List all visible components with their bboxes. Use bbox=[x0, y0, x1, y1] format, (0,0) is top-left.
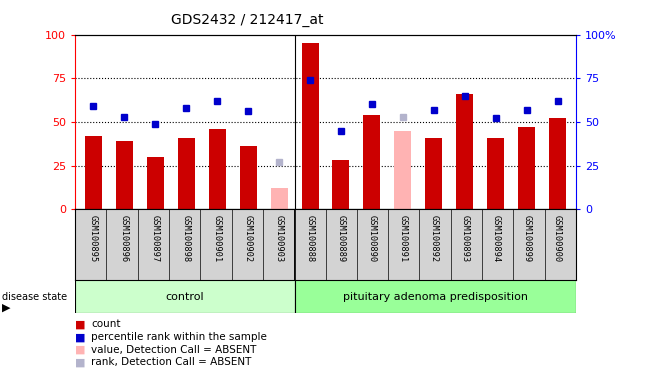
FancyBboxPatch shape bbox=[75, 280, 294, 313]
Bar bbox=[333, 161, 350, 209]
Text: percentile rank within the sample: percentile rank within the sample bbox=[91, 332, 267, 342]
Text: pituitary adenoma predisposition: pituitary adenoma predisposition bbox=[343, 291, 528, 302]
Text: ■: ■ bbox=[75, 358, 85, 367]
Bar bbox=[456, 94, 473, 209]
Bar bbox=[363, 115, 380, 209]
Bar bbox=[518, 127, 535, 209]
Text: GSM100903: GSM100903 bbox=[275, 215, 284, 262]
Text: ■: ■ bbox=[75, 345, 85, 355]
Bar bbox=[271, 188, 288, 209]
Text: ▶: ▶ bbox=[2, 302, 10, 313]
Text: ■: ■ bbox=[75, 319, 85, 329]
Text: GSM100902: GSM100902 bbox=[243, 215, 253, 262]
Text: ■: ■ bbox=[75, 332, 85, 342]
Text: control: control bbox=[165, 291, 204, 302]
Text: GSM100892: GSM100892 bbox=[429, 215, 438, 262]
Text: GSM100891: GSM100891 bbox=[398, 215, 408, 262]
Text: GDS2432 / 212417_at: GDS2432 / 212417_at bbox=[171, 13, 324, 27]
Bar bbox=[147, 157, 164, 209]
Text: GSM100888: GSM100888 bbox=[305, 215, 314, 262]
Text: GSM100899: GSM100899 bbox=[522, 215, 531, 262]
Bar bbox=[301, 43, 318, 209]
Bar bbox=[240, 146, 256, 209]
Text: count: count bbox=[91, 319, 120, 329]
Text: disease state: disease state bbox=[2, 291, 67, 302]
Text: GSM100890: GSM100890 bbox=[367, 215, 376, 262]
Text: GSM100900: GSM100900 bbox=[553, 215, 562, 262]
Bar bbox=[209, 129, 226, 209]
Text: GSM100901: GSM100901 bbox=[213, 215, 222, 262]
Text: GSM100889: GSM100889 bbox=[337, 215, 346, 262]
Bar bbox=[487, 137, 504, 209]
Bar bbox=[178, 137, 195, 209]
Bar bbox=[549, 118, 566, 209]
Text: GSM100896: GSM100896 bbox=[120, 215, 129, 262]
Text: GSM100895: GSM100895 bbox=[89, 215, 98, 262]
Text: GSM100898: GSM100898 bbox=[182, 215, 191, 262]
Bar bbox=[116, 141, 133, 209]
Text: GSM100893: GSM100893 bbox=[460, 215, 469, 262]
Bar bbox=[85, 136, 102, 209]
Text: GSM100897: GSM100897 bbox=[151, 215, 159, 262]
Text: value, Detection Call = ABSENT: value, Detection Call = ABSENT bbox=[91, 345, 256, 355]
Text: rank, Detection Call = ABSENT: rank, Detection Call = ABSENT bbox=[91, 358, 251, 367]
Text: GSM100894: GSM100894 bbox=[492, 215, 500, 262]
Bar bbox=[395, 131, 411, 209]
FancyBboxPatch shape bbox=[294, 280, 576, 313]
Bar bbox=[425, 137, 442, 209]
